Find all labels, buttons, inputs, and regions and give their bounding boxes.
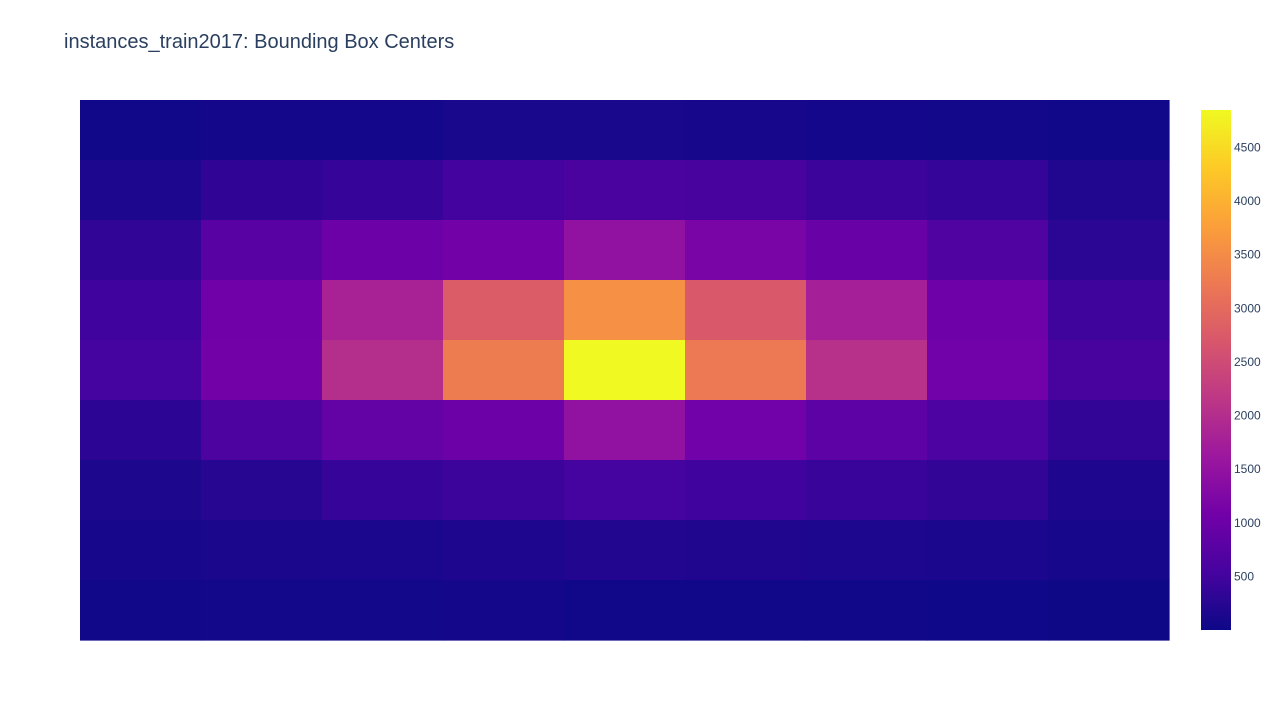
heatmap-cell xyxy=(80,340,202,401)
heatmap-cell xyxy=(1048,220,1170,281)
heatmap-cell xyxy=(443,100,565,161)
colorbar-tick-label: 2500 xyxy=(1234,355,1261,369)
heatmap-cell xyxy=(201,340,323,401)
heatmap-cell xyxy=(1048,100,1170,161)
heatmap-cell xyxy=(564,520,686,581)
colorbar-tick-label: 1000 xyxy=(1234,516,1261,530)
heatmap-cell xyxy=(443,580,565,641)
heatmap-cell xyxy=(927,280,1049,341)
heatmap-cell xyxy=(1048,520,1170,581)
heatmap-cell xyxy=(927,340,1049,401)
heatmap-cell xyxy=(564,220,686,281)
heatmap-cell xyxy=(806,460,928,521)
heatmap-cell xyxy=(806,520,928,581)
heatmap-cell xyxy=(806,280,928,341)
heatmap-cell xyxy=(201,100,323,161)
colorbar-tick-label: 4500 xyxy=(1234,141,1261,155)
colorbar-tick-label: 1500 xyxy=(1234,462,1261,476)
heatmap-cell xyxy=(564,400,686,461)
heatmap-cell xyxy=(685,580,807,641)
heatmap-cell xyxy=(201,160,323,221)
colorbar-tick-label: 3000 xyxy=(1234,301,1261,315)
heatmap-cell xyxy=(322,160,444,221)
heatmap-cell xyxy=(1048,340,1170,401)
heatmap-cell xyxy=(1048,580,1170,641)
heatmap-cells xyxy=(80,100,1170,641)
heatmap-cell xyxy=(80,280,202,341)
heatmap-cell xyxy=(443,400,565,461)
heatmap-cell xyxy=(322,280,444,341)
heatmap-cell xyxy=(443,160,565,221)
heatmap-cell xyxy=(927,400,1049,461)
heatmap-cell xyxy=(80,520,202,581)
heatmap-cell xyxy=(927,460,1049,521)
heatmap-cell xyxy=(443,340,565,401)
heatmap-cell xyxy=(443,220,565,281)
heatmap-cell xyxy=(322,520,444,581)
heatmap-cell xyxy=(685,400,807,461)
heatmap-cell xyxy=(1048,160,1170,221)
heatmap-cell xyxy=(80,580,202,641)
heatmap-cell xyxy=(806,100,928,161)
heatmap-cell xyxy=(685,100,807,161)
heatmap-cell xyxy=(322,580,444,641)
colorbar-ticks: 500 1000 1500 2000 2500 3000 3500 4000 4500 xyxy=(1234,141,1261,584)
heatmap-cell xyxy=(322,100,444,161)
heatmap-cell xyxy=(443,460,565,521)
heatmap-cell xyxy=(564,160,686,221)
heatmap-cell xyxy=(201,580,323,641)
heatmap-cell xyxy=(201,280,323,341)
heatmap-cell xyxy=(927,220,1049,281)
chart-title: instances_train2017: Bounding Box Center… xyxy=(64,31,455,53)
heatmap-cell xyxy=(201,520,323,581)
heatmap-cell xyxy=(806,580,928,641)
colorbar-tick-label: 3500 xyxy=(1234,248,1261,262)
colorbar-tick-label: 2000 xyxy=(1234,409,1261,423)
heatmap-cell xyxy=(927,520,1049,581)
heatmap-cell xyxy=(685,220,807,281)
heatmap-cell xyxy=(1048,280,1170,341)
heatmap-cell xyxy=(443,280,565,341)
heatmap-cell xyxy=(685,160,807,221)
heatmap-cell xyxy=(806,220,928,281)
heatmap-cell xyxy=(201,400,323,461)
heatmap-cell xyxy=(322,460,444,521)
heatmap-cell xyxy=(443,520,565,581)
heatmap-cell xyxy=(685,280,807,341)
heatmap-cell xyxy=(564,280,686,341)
heatmap-cell xyxy=(927,580,1049,641)
heatmap-cell xyxy=(564,100,686,161)
heatmap-cell xyxy=(927,100,1049,161)
heatmap-cell xyxy=(80,220,202,281)
heatmap-cell xyxy=(322,340,444,401)
heatmap-cell xyxy=(806,160,928,221)
heatmap-cell xyxy=(806,340,928,401)
heatmap-cell xyxy=(806,400,928,461)
heatmap-cell xyxy=(1048,400,1170,461)
colorbar-tick-label: 4000 xyxy=(1234,194,1261,208)
heatmap-cell xyxy=(80,160,202,221)
heatmap-cell xyxy=(685,520,807,581)
heatmap-cell xyxy=(201,220,323,281)
heatmap-cell xyxy=(564,580,686,641)
heatmap-cell xyxy=(80,100,202,161)
heatmap-cell xyxy=(322,400,444,461)
heatmap-cell xyxy=(322,220,444,281)
colorbar-tick-label: 500 xyxy=(1234,569,1254,583)
heatmap-cell xyxy=(1048,460,1170,521)
heatmap-cell xyxy=(80,460,202,521)
heatmap-cell xyxy=(564,340,686,401)
colorbar xyxy=(1201,110,1231,630)
heatmap-cell xyxy=(564,460,686,521)
heatmap-cell xyxy=(685,340,807,401)
heatmap-cell xyxy=(927,160,1049,221)
heatmap-cell xyxy=(685,460,807,521)
heatmap-cell xyxy=(80,400,202,461)
heatmap-cell xyxy=(201,460,323,521)
